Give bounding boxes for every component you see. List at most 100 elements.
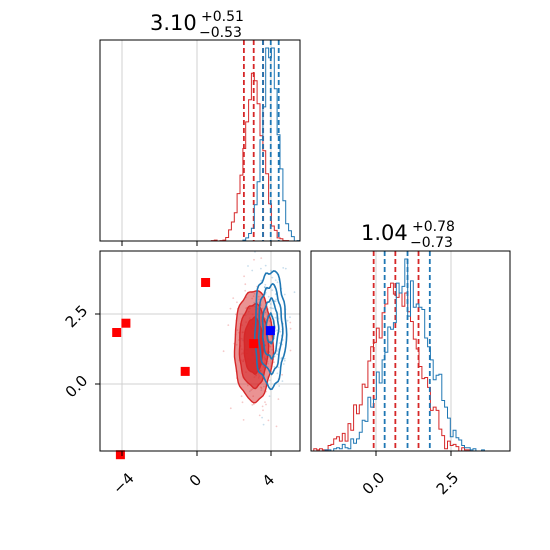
sample-point: [277, 366, 280, 369]
sample-point: [236, 301, 238, 304]
sample-point: [262, 409, 264, 412]
marker-square: [112, 328, 122, 337]
y-tick-label: 2.5: [62, 302, 92, 332]
sample-point: [261, 405, 264, 408]
sample-point: [243, 275, 246, 278]
marker-square: [180, 366, 190, 376]
sample-point: [289, 327, 292, 330]
x-tick-label: −4: [109, 469, 137, 497]
sample-point: [232, 297, 235, 299]
sample-point: [282, 267, 285, 269]
sample-point: [275, 298, 278, 301]
y-tick-label: 0.0: [62, 372, 92, 402]
sample-point: [268, 379, 271, 382]
panel-frame: [99, 250, 301, 452]
sample-point: [261, 416, 263, 419]
contour-level-blue: [261, 297, 280, 360]
panel-title-minus: −0.53: [199, 25, 242, 41]
panel-title-plus: +0.78: [412, 219, 455, 235]
panel-title-minus: −0.73: [410, 235, 453, 251]
sample-point: [273, 365, 276, 368]
sample-point: [283, 293, 286, 296]
sample-point: [271, 276, 274, 279]
sample-point: [244, 289, 247, 292]
sample-point: [264, 283, 267, 286]
sample-point: [281, 380, 284, 382]
panel-bottom-right: 0.0 2.5 1.04 +0.78 −0.73: [310, 219, 511, 499]
sample-point: [242, 419, 245, 421]
sample-point: [260, 279, 263, 282]
sample-point: [227, 324, 230, 326]
sample-point: [281, 373, 283, 376]
sample-point: [244, 283, 247, 286]
sample-point: [268, 395, 271, 398]
marker-square: [121, 318, 131, 328]
sample-point: [253, 258, 255, 261]
sample-point: [276, 353, 278, 355]
histogram-top-left: [100, 40, 300, 242]
sample-point: [265, 403, 267, 406]
sample-point: [272, 307, 274, 310]
sample-point: [252, 403, 255, 406]
sample-point: [260, 267, 262, 270]
sample-point: [229, 307, 232, 310]
sample-point: [274, 300, 277, 303]
sample-point: [286, 319, 289, 322]
sample-point: [264, 264, 267, 267]
sample-point: [251, 404, 254, 406]
sample-point: [262, 423, 265, 426]
panel-top-left: 3.10 +0.51 −0.53: [99, 9, 301, 246]
sample-point: [276, 329, 278, 332]
x-tick-label: 0.0: [359, 469, 389, 499]
sample-point: [278, 342, 281, 344]
sample-point: [269, 303, 272, 305]
sample-point: [241, 401, 244, 404]
x-tick-label: 0: [186, 471, 205, 490]
sample-point: [284, 267, 287, 270]
sample-point: [278, 385, 281, 387]
histogram-series-blue: [311, 258, 510, 452]
histogram-bottom-right: [311, 251, 510, 452]
sample-point: [269, 306, 272, 309]
sample-point: [276, 372, 279, 375]
sample-point: [282, 363, 285, 365]
marker-square: [249, 339, 259, 349]
sample-point: [276, 350, 279, 352]
panel-frame: [310, 250, 511, 452]
sample-point: [271, 289, 274, 292]
sample-point: [267, 419, 270, 422]
sample-point: [289, 316, 291, 319]
contour-level-blue: [253, 270, 288, 391]
sample-point: [263, 286, 266, 289]
sample-point: [229, 407, 232, 410]
sample-point: [258, 414, 261, 417]
sample-point: [260, 257, 263, 259]
sample-point: [274, 293, 277, 296]
sample-point: [264, 401, 266, 403]
sample-point: [277, 398, 280, 400]
panel-bottom-left: −4 0 4 0.0 2.5: [62, 250, 301, 498]
panel-title-plus: +0.51: [201, 9, 244, 25]
sample-point: [222, 350, 225, 353]
sample-point: [267, 295, 270, 298]
sample-point: [274, 316, 277, 319]
sample-point: [277, 348, 280, 351]
sample-point: [273, 361, 275, 364]
contour-plot: [233, 270, 288, 404]
marker-square: [201, 278, 211, 287]
x-tick-label: 4: [259, 471, 278, 490]
marker-square: [115, 450, 125, 460]
marker-square: [265, 326, 275, 336]
sample-point: [293, 291, 296, 294]
panel-title-value: 1.04: [361, 221, 408, 245]
panel-title-value: 3.10: [150, 11, 197, 35]
sample-point: [235, 313, 237, 316]
marker-points: [112, 278, 275, 460]
panel-frame: [99, 39, 301, 242]
contour-level-blue: [257, 282, 284, 376]
sample-point: [275, 425, 278, 428]
sample-point: [289, 321, 292, 324]
sample-point: [283, 359, 286, 362]
sample-point: [276, 281, 279, 284]
